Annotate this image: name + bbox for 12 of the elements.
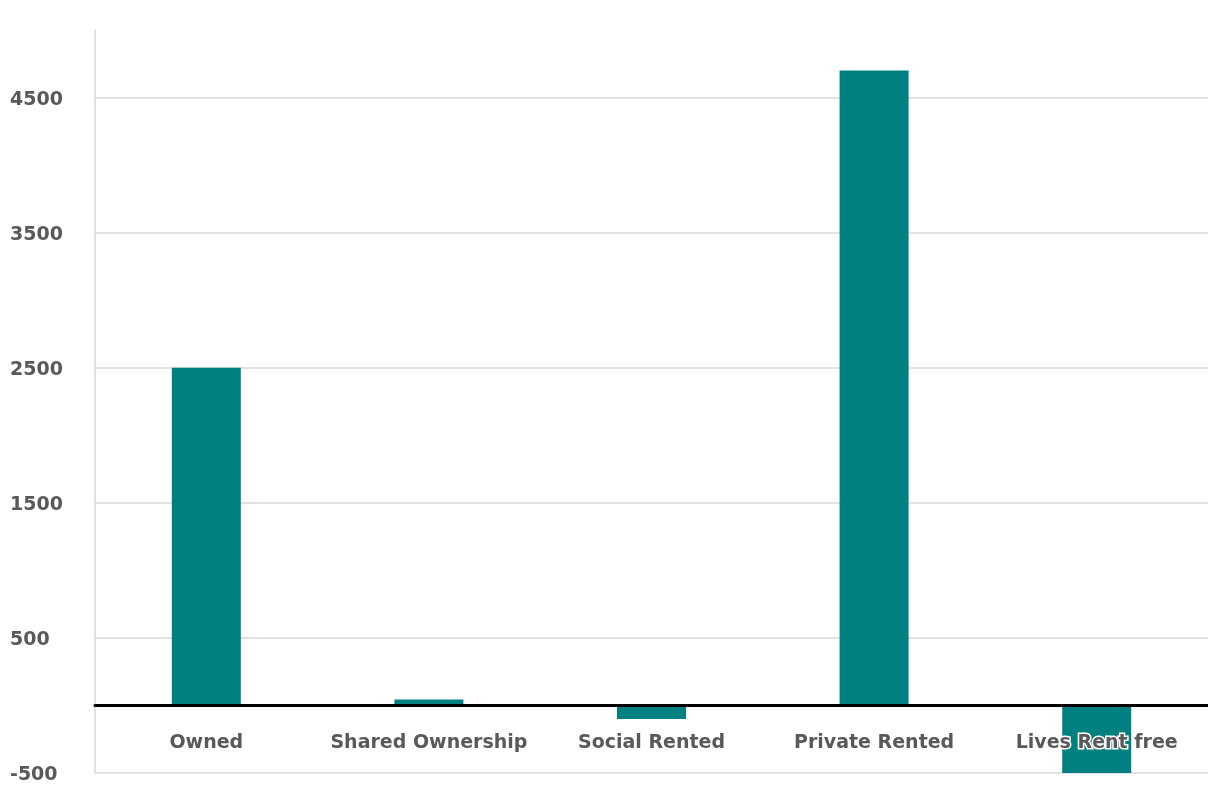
y-tick-label: 2500 xyxy=(10,356,63,379)
y-tick-label: 1500 xyxy=(10,491,63,514)
x-tick-label: Shared Ownership xyxy=(330,729,528,752)
y-tick-label: -500 xyxy=(10,762,58,784)
x-tick-label: Owned xyxy=(169,729,244,752)
bar xyxy=(171,367,241,706)
x-tick-label: Social Rented xyxy=(577,729,726,752)
y-tick-label: 3500 xyxy=(10,221,63,244)
y-tick-label: 500 xyxy=(10,626,50,649)
y-tick-label: 4500 xyxy=(10,86,63,109)
bar xyxy=(839,70,909,706)
x-tick-label: Private Rented xyxy=(793,729,955,752)
